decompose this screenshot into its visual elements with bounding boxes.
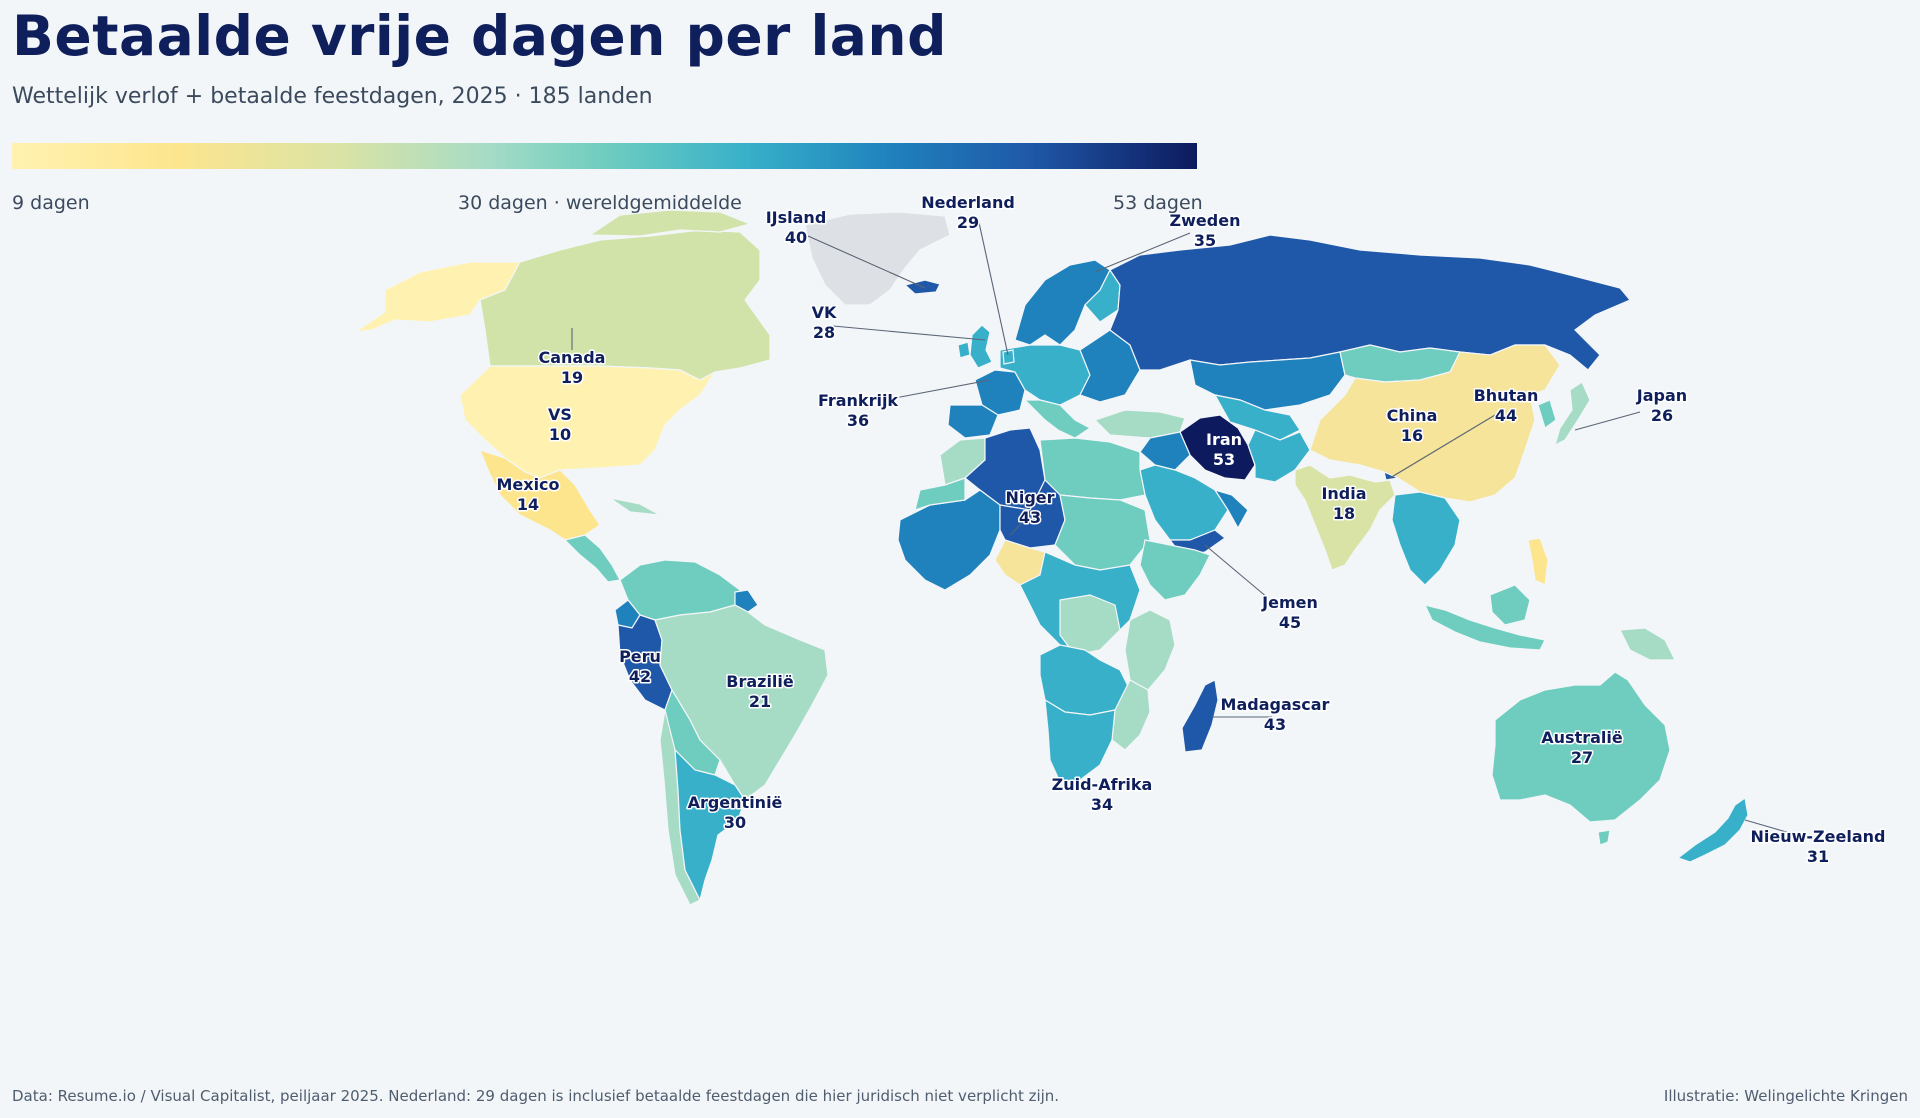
country-australia[interactable] <box>1491 671 1671 823</box>
scale-max-label: 53 dagen <box>1113 192 1203 214</box>
country-canada-arctic[interactable] <box>588 209 752 237</box>
label-japan-days: 26 <box>1651 406 1673 425</box>
label-china: China <box>1387 406 1438 425</box>
label-vs-days: 10 <box>549 425 571 444</box>
label-india: India <box>1321 484 1366 503</box>
label-iran: Iran <box>1206 430 1242 449</box>
label-india-days: 18 <box>1333 504 1355 523</box>
label-canada: Canada <box>539 348 606 367</box>
country-netherlands[interactable] <box>1002 349 1015 365</box>
country-afghanistan-pakistan[interactable] <box>1247 429 1311 483</box>
label-jemen: Jemen <box>1261 593 1318 612</box>
label-canada-days: 19 <box>561 368 583 387</box>
scale-min-label: 9 dagen <box>12 192 90 214</box>
label-mexico: Mexico <box>496 475 559 494</box>
footer-credit: Illustratie: Welingelichte Kringen <box>1663 1087 1908 1105</box>
label-peru-days: 42 <box>629 667 651 686</box>
country-uk[interactable] <box>969 324 993 369</box>
label-australie: Australië <box>1541 728 1623 747</box>
country-indonesia[interactable] <box>1423 604 1546 651</box>
page-subtitle: Wettelijk verlof + betaalde feestdagen, … <box>12 84 653 109</box>
country-italy-balkans[interactable] <box>1023 399 1092 439</box>
country-borneo[interactable] <box>1489 584 1531 626</box>
label-zweden: Zweden <box>1170 211 1241 230</box>
label-china-days: 16 <box>1401 426 1423 445</box>
country-central-europe[interactable] <box>999 344 1091 406</box>
country-ethiopia-horn[interactable] <box>1139 539 1211 601</box>
label-vk: VK <box>812 303 837 322</box>
country-mexico[interactable] <box>478 449 601 541</box>
label-argentinie-days: 30 <box>724 813 746 832</box>
country-southeast-asia[interactable] <box>1391 491 1461 586</box>
label-zuid-afrika-days: 34 <box>1091 795 1113 814</box>
label-australie-days: 27 <box>1571 748 1593 767</box>
country-central-america[interactable] <box>563 534 621 583</box>
country-chad-sudan[interactable] <box>1054 494 1151 571</box>
label-madagascar: Madagascar <box>1221 695 1330 714</box>
country-india[interactable] <box>1294 464 1396 571</box>
label-peru: Peru <box>619 647 661 666</box>
country-canada[interactable] <box>479 229 771 381</box>
label-bhutan: Bhutan <box>1474 386 1539 405</box>
country-oman[interactable] <box>1213 488 1249 530</box>
label-brazilie: Brazilië <box>726 672 794 691</box>
footer-source: Data: Resume.io / Visual Capitalist, pei… <box>12 1087 1060 1105</box>
country-cuba[interactable] <box>609 497 661 516</box>
country-ireland[interactable] <box>957 341 971 359</box>
country-china[interactable] <box>1309 344 1561 503</box>
country-west-africa[interactable] <box>897 489 1001 591</box>
label-ijsland-days: 40 <box>785 228 807 247</box>
country-southern-africa[interactable] <box>1044 698 1116 783</box>
label-frankrijk: Frankrijk <box>818 391 898 410</box>
country-saudi-arabia[interactable] <box>1139 464 1229 541</box>
label-niger: Niger <box>1005 488 1054 507</box>
label-nederland: Nederland <box>921 193 1015 212</box>
country-korea[interactable] <box>1537 399 1557 429</box>
label-argentinie: Argentinië <box>688 793 783 812</box>
country-usa[interactable] <box>459 365 716 479</box>
label-niger-days: 43 <box>1019 508 1041 527</box>
country-argentina[interactable] <box>674 748 746 902</box>
label-zweden-days: 35 <box>1194 231 1216 250</box>
label-vs: VS <box>548 405 572 424</box>
label-jemen-days: 45 <box>1279 613 1301 632</box>
label-frankrijk-days: 36 <box>847 411 869 430</box>
country-greenland <box>804 211 951 306</box>
scale-mid-label: 30 dagen · wereldgemiddelde <box>458 192 742 214</box>
label-mexico-days: 14 <box>517 495 539 514</box>
label-madagascar-days: 43 <box>1264 715 1286 734</box>
country-tasmania[interactable] <box>1597 829 1611 846</box>
country-japan[interactable] <box>1554 381 1591 447</box>
color-scale-bar <box>12 143 1197 169</box>
label-ijsland: IJsland <box>766 208 827 227</box>
label-japan: Japan <box>1636 386 1687 405</box>
country-new-zealand[interactable] <box>1676 796 1749 863</box>
label-bhutan-days: 44 <box>1495 406 1517 425</box>
country-papua[interactable] <box>1619 627 1676 661</box>
label-nieuw-zeeland: Nieuw-Zeeland <box>1751 827 1886 846</box>
country-iberia[interactable] <box>947 404 999 439</box>
label-nederland-days: 29 <box>957 213 979 232</box>
label-iran-days: 53 <box>1213 450 1235 469</box>
label-brazilie-days: 21 <box>749 692 771 711</box>
country-mauritania[interactable] <box>914 477 966 511</box>
label-zuid-afrika: Zuid-Afrika <box>1052 775 1153 794</box>
label-vk-days: 28 <box>813 323 835 342</box>
country-madagascar[interactable] <box>1181 679 1219 753</box>
country-alaska[interactable] <box>354 261 522 333</box>
label-nieuw-zeeland-days: 31 <box>1807 847 1829 866</box>
country-east-africa[interactable] <box>1124 609 1176 691</box>
country-congo[interactable] <box>1059 594 1121 656</box>
country-philippines[interactable] <box>1527 537 1549 586</box>
country-guianas[interactable] <box>734 589 759 613</box>
country-turkey[interactable] <box>1093 409 1186 439</box>
page-title: Betaalde vrije dagen per land <box>12 4 947 68</box>
country-central-asia[interactable] <box>1213 394 1301 441</box>
